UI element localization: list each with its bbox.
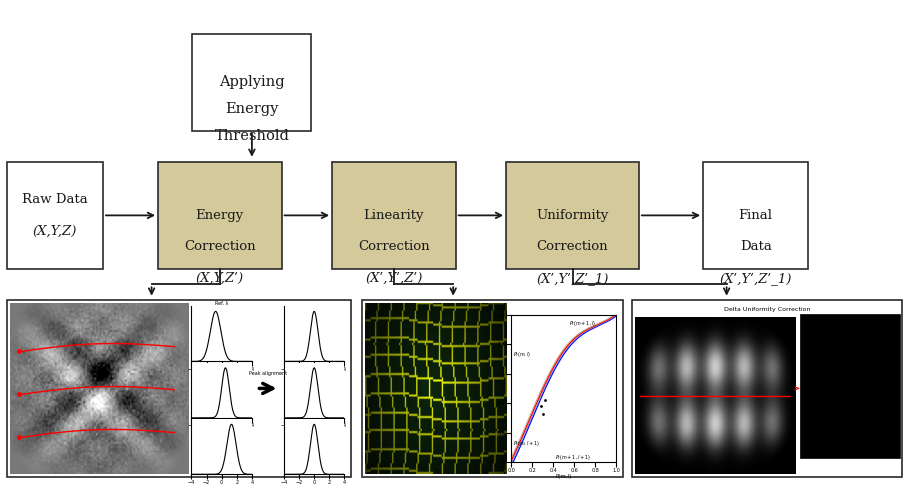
FancyBboxPatch shape <box>7 300 351 477</box>
Text: Raw Data: Raw Data <box>22 193 88 206</box>
Text: (Xʹ,Yʹ,Zʹ_1): (Xʹ,Yʹ,Zʹ_1) <box>536 272 609 285</box>
Text: Energy: Energy <box>225 102 278 116</box>
Text: Data: Data <box>740 241 771 253</box>
FancyBboxPatch shape <box>192 34 311 131</box>
Text: Final: Final <box>738 209 773 222</box>
Text: (Xʹ,Yʹ,Zʹ): (Xʹ,Yʹ,Zʹ) <box>365 272 422 285</box>
Text: (X,Y,Z): (X,Y,Z) <box>33 225 77 238</box>
FancyBboxPatch shape <box>632 300 902 477</box>
FancyBboxPatch shape <box>332 162 455 269</box>
Text: Peak alignment: Peak alignment <box>249 371 287 377</box>
Text: Correction: Correction <box>358 241 430 253</box>
FancyBboxPatch shape <box>506 162 638 269</box>
Text: Energy: Energy <box>196 209 244 222</box>
FancyBboxPatch shape <box>7 162 103 269</box>
Text: (Xʹ,Yʹ,Zʹ_1): (Xʹ,Yʹ,Zʹ_1) <box>719 272 792 285</box>
Text: Correction: Correction <box>184 241 256 253</box>
FancyBboxPatch shape <box>800 314 900 458</box>
Text: Threshold: Threshold <box>214 129 289 142</box>
Text: Applying: Applying <box>219 76 285 89</box>
FancyBboxPatch shape <box>362 300 623 477</box>
Text: Delta Uniformity Correction: Delta Uniformity Correction <box>724 307 811 312</box>
Text: Linearity: Linearity <box>364 209 424 222</box>
Text: (X,Y,Zʹ): (X,Y,Zʹ) <box>196 272 244 285</box>
FancyBboxPatch shape <box>703 162 808 269</box>
FancyBboxPatch shape <box>158 162 282 269</box>
Text: Uniformity: Uniformity <box>536 209 609 222</box>
Text: Correction: Correction <box>537 241 608 253</box>
